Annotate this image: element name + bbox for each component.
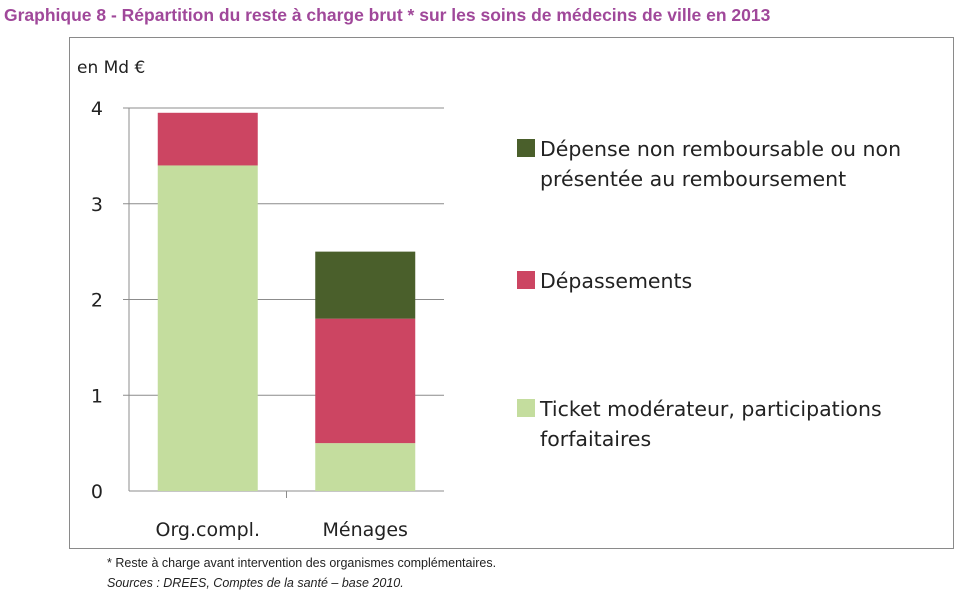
legend-label: Ticket modérateur, participations forfait… [539, 397, 882, 451]
legend-label: Dépassements [540, 269, 692, 293]
chart-title: Graphique 8 - Répartition du reste à cha… [4, 5, 771, 25]
legend-swatch [517, 271, 535, 289]
y-tick-label: 2 [91, 290, 103, 312]
y-tick-label: 4 [91, 98, 103, 120]
x-tick-label: Ménages [323, 519, 408, 541]
chart-frame [69, 37, 954, 549]
y-axis-label: en Md € [77, 58, 145, 78]
source-note: Sources : DREES, Comptes de la santé – b… [107, 576, 404, 590]
legend-swatch [517, 139, 535, 157]
x-tick-label: Org.compl. [156, 519, 261, 541]
bar-segment [157, 165, 258, 491]
footnote: * Reste à charge avant intervention des … [107, 556, 497, 570]
bar-segment [315, 443, 416, 491]
legend-label: Dépense non remboursable ou non présentée… [540, 137, 901, 191]
y-tick-label: 3 [91, 194, 103, 216]
legend-swatch [517, 399, 535, 417]
y-tick-label: 1 [91, 385, 103, 407]
y-tick-label: 0 [91, 481, 103, 503]
bar-segment [157, 112, 258, 166]
chart-plot: en Md € 0 1 2 3 4 Org.compl. Ménages Dépense non… [77, 58, 901, 541]
bar-segment [315, 318, 416, 444]
bar-segment [315, 251, 416, 319]
